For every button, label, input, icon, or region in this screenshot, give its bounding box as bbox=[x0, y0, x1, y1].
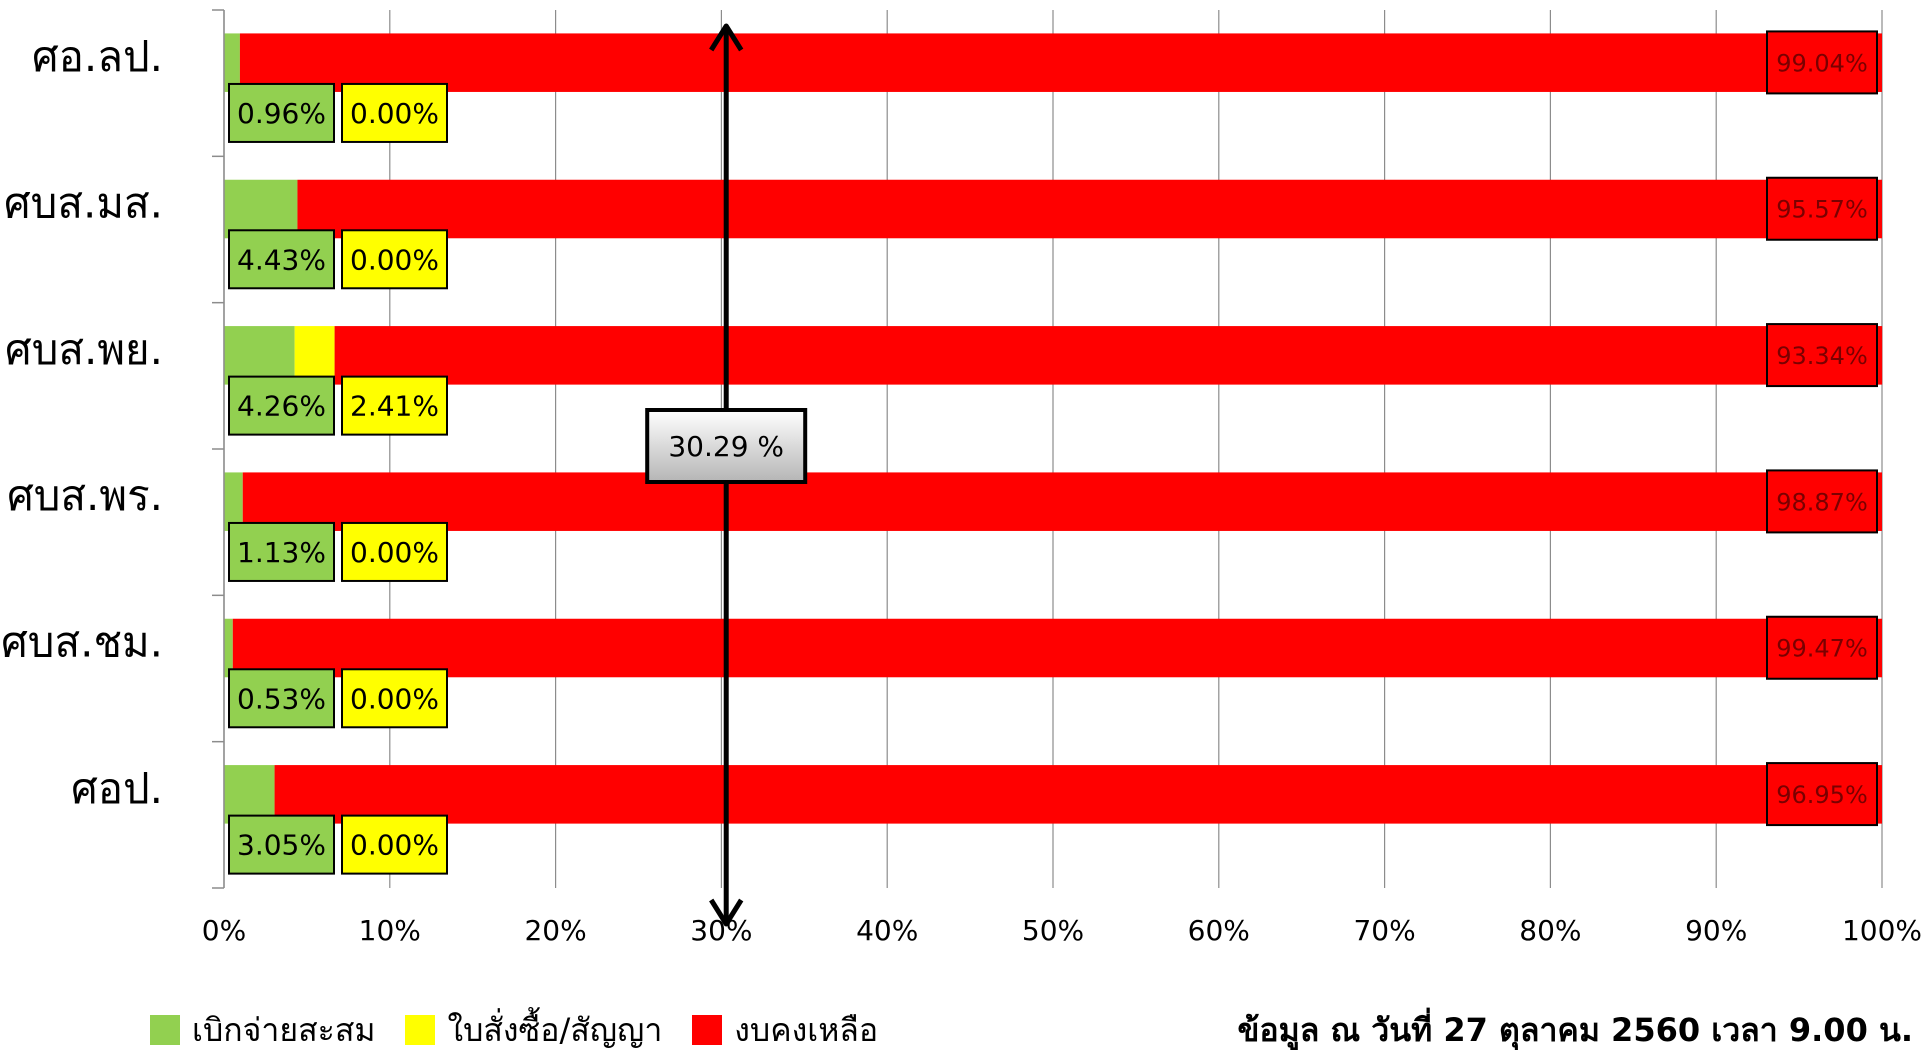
data-label-purchase-order: 0.00% bbox=[350, 536, 439, 569]
bar-remaining bbox=[242, 472, 1883, 531]
data-label-box bbox=[228, 82, 335, 143]
bar-disbursed bbox=[224, 179, 298, 239]
data-label-disbursed: 0.53% bbox=[237, 682, 326, 715]
legend-label: เบิกจ่ายสะสม bbox=[192, 1010, 376, 1049]
data-label-box bbox=[341, 521, 448, 582]
data-label-box bbox=[341, 375, 448, 436]
data-label-box bbox=[1766, 30, 1878, 95]
legend-item-remaining: งบคงเหลือ bbox=[692, 1005, 878, 1056]
data-label-remaining: 99.47% bbox=[1776, 635, 1868, 663]
x-tick-label: 60% bbox=[1188, 914, 1250, 947]
arrow-head-down bbox=[709, 898, 744, 927]
x-tick-label: 50% bbox=[1022, 914, 1084, 947]
stacked-bar-chart: 0% 10% 20% 30% 40% 50% 60% 70% 80% 90% 100%ศอ.ลป.ศ… bbox=[1, 9, 1922, 947]
bar-remaining bbox=[232, 618, 1883, 678]
x-tick-label: 100% bbox=[1842, 914, 1922, 947]
legend-swatch-yellow bbox=[405, 1015, 436, 1045]
data-label-box bbox=[228, 375, 335, 436]
data-label-purchase-order: 2.41% bbox=[350, 390, 439, 423]
category-label: ศอป. bbox=[71, 764, 163, 813]
data-label-box bbox=[341, 229, 448, 290]
data-label-purchase-order: 0.00% bbox=[350, 243, 439, 276]
data-label-disbursed: 4.26% bbox=[237, 390, 326, 423]
data-labels: 0.96% 0.00% 99.04% 4.43% 0.00% 95.57% 4.26% 2.4… bbox=[228, 30, 1878, 875]
legend: เบิกจ่ายสะสม ใบสั่งซื้อ/สัญญา งบคงเหลือ bbox=[150, 1008, 908, 1052]
bar-disbursed bbox=[224, 326, 295, 385]
legend-label: ใบสั่งซื้อ/สัญญา bbox=[447, 1010, 663, 1049]
x-tick-label: 40% bbox=[856, 914, 918, 947]
target-label-box bbox=[645, 408, 808, 484]
legend-swatch-red bbox=[692, 1015, 723, 1045]
category-label: ศบส.พร. bbox=[7, 471, 163, 520]
data-label-purchase-order: 0.00% bbox=[350, 97, 439, 130]
bars bbox=[224, 33, 1883, 824]
data-label-remaining: 93.34% bbox=[1776, 342, 1868, 370]
category-label: ศบส.ชม. bbox=[1, 618, 163, 667]
data-label-box bbox=[1766, 176, 1878, 241]
data-timestamp-note: ข้อมูล ณ วันที่ 27 ตุลาคม 2560 เวลา 9.00… bbox=[1237, 1011, 1913, 1049]
bar-remaining bbox=[297, 179, 1882, 239]
legend-item-disbursed: เบิกจ่ายสะสม bbox=[150, 1005, 375, 1056]
legend-label: งบคงเหลือ bbox=[734, 1010, 879, 1049]
category-label: ศบส.มส. bbox=[4, 179, 163, 228]
bar-remaining bbox=[274, 765, 1883, 824]
data-label-remaining: 99.04% bbox=[1776, 49, 1868, 77]
x-tick-label: 70% bbox=[1353, 914, 1415, 947]
x-tick-label: 90% bbox=[1685, 914, 1747, 947]
data-label-box bbox=[1766, 469, 1878, 534]
data-label-box bbox=[341, 82, 448, 143]
category-label: ศบส.พย. bbox=[5, 325, 163, 374]
data-label-box bbox=[1766, 762, 1878, 827]
category-label: ศอ.ลป. bbox=[32, 32, 163, 81]
data-label-disbursed: 3.05% bbox=[237, 829, 326, 862]
x-tick-label: 10% bbox=[359, 914, 421, 947]
bar-disbursed bbox=[224, 472, 243, 531]
x-tick-label: 20% bbox=[524, 914, 586, 947]
data-label-box bbox=[341, 668, 448, 729]
gridlines bbox=[223, 10, 1883, 888]
data-label-box bbox=[228, 229, 335, 290]
data-label-disbursed: 0.96% bbox=[237, 97, 326, 130]
data-label-box bbox=[228, 521, 335, 582]
bar-disbursed bbox=[224, 618, 233, 678]
bar-disbursed bbox=[224, 33, 240, 92]
bar-remaining bbox=[239, 33, 1883, 92]
data-label-box bbox=[1766, 323, 1878, 388]
target-marker: 30.29 % bbox=[645, 23, 808, 927]
data-label-remaining: 95.57% bbox=[1776, 196, 1868, 224]
data-label-disbursed: 4.43% bbox=[237, 243, 326, 276]
legend-item-po: ใบสั่งซื้อ/สัญญา bbox=[405, 1005, 662, 1056]
data-label-remaining: 96.95% bbox=[1776, 781, 1868, 809]
data-label-purchase-order: 0.00% bbox=[350, 682, 439, 715]
axes: 0% 10% 20% 30% 40% 50% 60% 70% 80% 90% 100%ศอ.ลป.ศ… bbox=[1, 9, 1922, 947]
data-label-box bbox=[341, 814, 448, 875]
data-label-purchase-order: 0.00% bbox=[350, 829, 439, 862]
data-label-disbursed: 1.13% bbox=[237, 536, 326, 569]
legend-swatch-green bbox=[150, 1015, 180, 1045]
x-tick-label: 0% bbox=[202, 914, 246, 947]
data-label-box bbox=[1766, 615, 1878, 680]
data-label-box bbox=[228, 814, 335, 875]
x-tick-label: 80% bbox=[1519, 914, 1581, 947]
target-label: 30.29 % bbox=[668, 430, 784, 463]
data-label-remaining: 98.87% bbox=[1776, 488, 1868, 516]
bar-disbursed bbox=[224, 765, 275, 824]
arrow-head-up bbox=[709, 23, 744, 52]
bar-purchase-order bbox=[294, 326, 335, 385]
bar-remaining bbox=[334, 326, 1883, 385]
data-label-box bbox=[228, 668, 335, 729]
